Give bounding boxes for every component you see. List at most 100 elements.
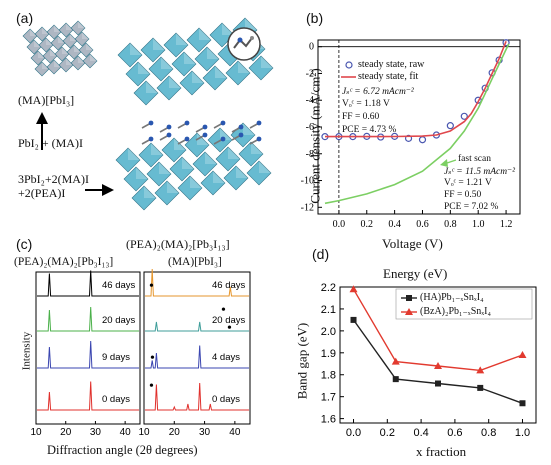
octahedron-shade bbox=[215, 66, 227, 78]
series-line bbox=[324, 43, 510, 205]
nitrogen-atom bbox=[202, 132, 208, 138]
octahedron bbox=[161, 137, 187, 163]
xrd-trace bbox=[145, 382, 249, 411]
xrd-trace-label: 46 days bbox=[212, 280, 246, 291]
nitrogen-atom bbox=[166, 132, 172, 138]
xrd-trace bbox=[37, 340, 139, 369]
octahedron-shade bbox=[199, 28, 211, 40]
octahedron bbox=[66, 44, 82, 60]
xrd-trace-label: 4 days bbox=[212, 352, 240, 363]
data-point bbox=[519, 400, 526, 407]
legend-marker-ha bbox=[406, 295, 412, 301]
octahedron bbox=[169, 156, 195, 182]
xrd-frame bbox=[35, 271, 141, 425]
y-tick-label: 1.8 bbox=[321, 370, 336, 382]
octahedron-shade bbox=[78, 21, 85, 28]
x-tick-label: 0.4 bbox=[388, 219, 401, 230]
octahedron-shade bbox=[153, 38, 165, 50]
octahedron bbox=[22, 28, 38, 44]
steady-jsc: Jₛᶜ = 6.72 mAcm⁻² bbox=[342, 87, 414, 97]
octahedron bbox=[30, 50, 46, 66]
x-tick-label: 30 bbox=[199, 427, 211, 438]
octahedron-shade bbox=[136, 167, 148, 179]
x-tick-label: 20 bbox=[60, 427, 72, 438]
octahedron bbox=[62, 33, 78, 49]
octahedron bbox=[131, 185, 157, 211]
chart-d-xlabel: x fraction bbox=[416, 444, 467, 459]
impurity-marker: • bbox=[227, 321, 232, 336]
octahedron bbox=[194, 46, 220, 72]
small-formula: (MA)[PbI₃] bbox=[18, 93, 75, 107]
reaction-2-line-2: +2(PEA)I bbox=[18, 186, 66, 200]
octahedron-shade bbox=[144, 186, 156, 198]
octahedron bbox=[58, 22, 74, 38]
fast-jsc: Jₛᶜ = 11.5 mAcm⁻² bbox=[444, 167, 515, 177]
octahedron-shade bbox=[90, 54, 97, 61]
data-point bbox=[435, 380, 441, 387]
octahedron bbox=[140, 37, 166, 63]
octahedron-shade bbox=[251, 142, 263, 154]
octahedron-shade bbox=[213, 171, 225, 183]
data-point bbox=[477, 384, 484, 391]
octahedron-shade bbox=[197, 133, 209, 145]
xrd-trace-label: 0 days bbox=[212, 394, 240, 405]
y-tick-label: -2 bbox=[306, 68, 314, 79]
octahedron bbox=[177, 175, 203, 201]
series-line bbox=[325, 41, 507, 138]
y-tick-label: 2.1 bbox=[321, 304, 336, 316]
octahedron-shade bbox=[207, 47, 219, 59]
plot-frame bbox=[339, 286, 537, 424]
octahedron bbox=[200, 170, 226, 196]
octahedron-shade bbox=[222, 23, 234, 35]
octahedron-shade bbox=[151, 143, 163, 155]
xrd-trace-label: 46 days bbox=[102, 280, 136, 291]
nitrogen-atom bbox=[202, 124, 208, 130]
fast-scan-arrowhead bbox=[440, 159, 448, 167]
legend-b-raw: steady state, raw bbox=[358, 59, 425, 70]
xrd-trace bbox=[37, 381, 139, 411]
x-tick-label: 0.8 bbox=[444, 219, 457, 230]
octahedron bbox=[42, 48, 58, 64]
legend-box bbox=[395, 288, 533, 320]
fast-scan-label: fast scan bbox=[458, 154, 491, 164]
nitrogen-atom bbox=[148, 120, 154, 126]
x-tick-label: 0.4 bbox=[413, 427, 428, 439]
x-tick-label: 10 bbox=[138, 427, 150, 438]
data-point bbox=[460, 112, 468, 120]
octahedron bbox=[186, 27, 212, 53]
octahedron bbox=[192, 151, 218, 177]
xrd-trace-label: 20 days bbox=[212, 315, 246, 326]
y-tick-label: -4 bbox=[306, 95, 314, 106]
octahedron bbox=[50, 35, 66, 51]
octahedron-shade bbox=[82, 32, 89, 39]
octahedron bbox=[115, 147, 141, 173]
legend-marker-raw bbox=[345, 61, 353, 69]
octahedron bbox=[34, 61, 50, 77]
y-tick-label: 1.6 bbox=[321, 414, 336, 426]
octahedron-shade bbox=[138, 62, 150, 74]
y-tick-label: 2.0 bbox=[321, 326, 336, 338]
xrd-frame bbox=[143, 271, 251, 425]
octahedron bbox=[46, 59, 62, 75]
chart-d-title: Energy (eV) bbox=[383, 266, 448, 281]
xrd-left-title: (PEA)₂(MA)₂[Pb₃I₁₃] bbox=[14, 256, 114, 268]
xrd-trace bbox=[145, 321, 249, 332]
octahedron-shade bbox=[205, 152, 217, 164]
y-tick-label: -10 bbox=[301, 176, 314, 187]
octahedron bbox=[34, 26, 50, 42]
octahedron bbox=[78, 42, 94, 58]
steady-ff: FF = 0.60 bbox=[342, 112, 380, 122]
octahedron bbox=[46, 24, 62, 40]
x-tick-label: 0.0 bbox=[346, 427, 361, 439]
octahedron bbox=[70, 20, 86, 36]
impurity-marker: • bbox=[149, 279, 154, 294]
x-tick-label: 1.0 bbox=[515, 427, 530, 439]
x-tick-label: 0.0 bbox=[333, 219, 346, 230]
y-tick-label: 0 bbox=[309, 42, 314, 53]
x-tick-label: 0.6 bbox=[447, 427, 462, 439]
nitrogen-atom bbox=[256, 120, 262, 126]
y-tick-label: -8 bbox=[306, 149, 314, 160]
panel-c-label: (c) bbox=[16, 236, 33, 252]
